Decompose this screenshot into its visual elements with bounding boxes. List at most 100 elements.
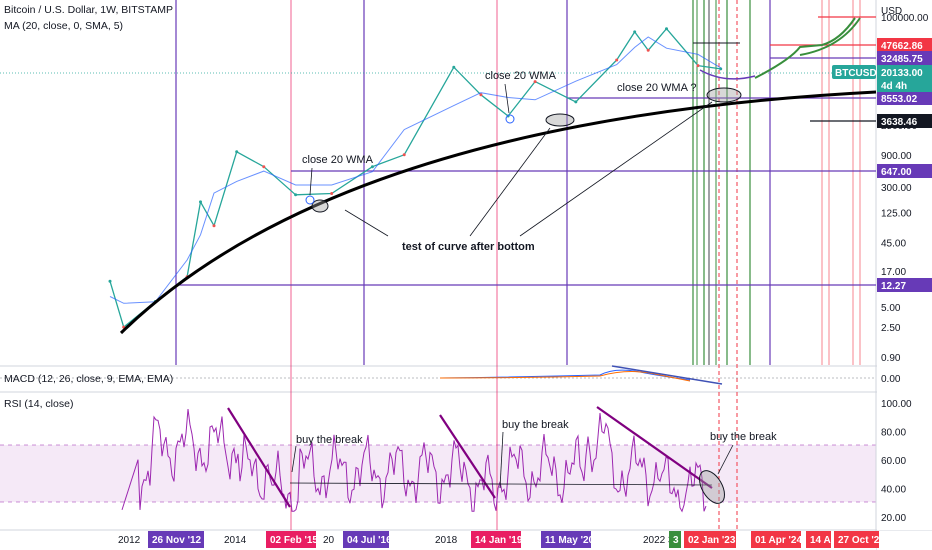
price-point [646, 48, 650, 52]
arrow-break-3 [717, 444, 734, 475]
price-point [199, 200, 202, 204]
log-growth-curve[interactable] [119, 90, 877, 335]
arrow-wma-2 [504, 83, 510, 114]
rsi-band [0, 445, 876, 502]
date-tag-bg [471, 531, 521, 548]
projection-curve-green[interactable] [754, 17, 856, 79]
macd-label[interactable]: MACD (12, 26, close, 9, EMA, EMA) [4, 373, 173, 385]
date-tag-bg [541, 531, 591, 548]
date-tag[interactable]: 14 Jan '19 [475, 535, 523, 546]
price-tick: 900.00 [881, 151, 912, 162]
level-tag-bg [877, 91, 932, 105]
price-point [235, 150, 239, 154]
year-label: 2014 [224, 535, 247, 546]
currency-label: USD [881, 6, 902, 17]
macd-trendline[interactable] [611, 365, 723, 385]
date-tag-bg [751, 531, 801, 548]
rsi-pane[interactable] [0, 393, 876, 529]
level-tag[interactable]: 8553.02 [881, 94, 918, 105]
test-ellipse-2[interactable] [545, 113, 575, 127]
date-tag[interactable]: 26 Nov '12 [152, 535, 202, 546]
test-ellipse-3[interactable] [706, 87, 742, 103]
arrow-test-1 [344, 209, 389, 237]
rsi-break-line[interactable] [289, 482, 713, 486]
price-tick: 300.00 [881, 183, 912, 194]
price-tick: 2.50 [881, 323, 901, 334]
level-tag[interactable]: 12.27 [881, 281, 906, 292]
level-tag-bg [877, 278, 932, 292]
date-tag[interactable]: 02 Jan '23 [688, 535, 736, 546]
level-tag-bg [877, 114, 932, 128]
price-point [479, 93, 483, 97]
price-tag-value: 20133.00 [881, 68, 923, 79]
price-tick: 0.90 [881, 353, 901, 364]
rsi-tick: 20.00 [881, 513, 906, 524]
level-tag[interactable]: 647.00 [881, 167, 912, 178]
level-tag[interactable]: 3638.46 [881, 117, 918, 128]
price-point [574, 100, 578, 104]
macd-signal-line [439, 371, 691, 382]
level-tag[interactable]: 32485.75 [881, 54, 923, 65]
price-point [719, 67, 723, 71]
level-tag-bg [877, 164, 932, 178]
price-point [696, 64, 700, 68]
price-pane[interactable] [0, 0, 876, 365]
time-axis[interactable] [0, 531, 876, 550]
price-tick: 45.00 [881, 239, 906, 250]
arrow-break-2 [499, 431, 504, 489]
level-tag[interactable]: 47662.86 [881, 41, 923, 52]
price-point [665, 27, 668, 31]
rsi-label[interactable]: RSI (14, close) [4, 398, 73, 410]
arrow-break-1 [291, 445, 297, 473]
date-tag[interactable]: 02 Feb '15 [270, 535, 318, 546]
price-tick: 17.00 [881, 267, 906, 278]
current-price-tag[interactable]: BTCUSD 20133.00 4d 4h [832, 65, 932, 92]
date-tag[interactable]: 3 [673, 535, 679, 546]
price-point [452, 65, 456, 69]
date-tag-bg [669, 531, 681, 548]
note-close-20-wma-2: close 20 WMA [485, 70, 557, 82]
ma-line [109, 36, 721, 304]
note-test-of-curve: test of curve after bottom [402, 241, 535, 253]
date-tag[interactable]: 14 Ap [810, 535, 837, 546]
level-tag-bg [877, 51, 932, 65]
ma-indicator-label[interactable]: MA (20, close, 0, SMA, 5) [4, 20, 123, 32]
projection-curve-purple[interactable] [699, 69, 756, 80]
arrow-wma-1 [309, 167, 313, 196]
rsi-line [121, 409, 707, 513]
price-tick: 5.00 [881, 303, 901, 314]
price-point [615, 58, 619, 62]
rsi-trendline-3[interactable] [596, 406, 713, 489]
symbol-tag-bg [832, 65, 876, 79]
test-ellipse-1[interactable] [311, 199, 329, 213]
chart-title[interactable]: Bitcoin / U.S. Dollar, 1W, BITSTAMP [4, 4, 173, 16]
date-tag[interactable]: 01 Apr '24 [755, 535, 802, 546]
price-point [294, 193, 298, 197]
wma-circle-1[interactable] [305, 195, 315, 205]
date-tag-bg [834, 531, 879, 548]
wma-circle-2[interactable] [505, 114, 515, 124]
rsi-ticks: 100.00 80.00 60.00 40.00 20.00 [881, 399, 912, 524]
macd-tick-0: 0.00 [881, 374, 901, 385]
date-tag-bg [684, 531, 736, 548]
symbol-tag: BTCUSD [835, 68, 877, 79]
date-tag[interactable]: 27 Oct '25 [838, 535, 885, 546]
year-label: 2012 [118, 535, 141, 546]
year-label: 2018 [435, 535, 458, 546]
rsi-break-ellipse[interactable] [694, 466, 729, 507]
price-tag-bg [877, 65, 932, 92]
rsi-tick: 60.00 [881, 456, 906, 467]
rsi-tick: 100.00 [881, 399, 912, 410]
date-tag[interactable]: 04 Jul '16 [347, 535, 392, 546]
macd-pane[interactable] [0, 367, 876, 391]
rsi-trendline-1[interactable] [227, 407, 291, 508]
date-tag-bg [266, 531, 316, 548]
note-buy-break-2: buy the break [502, 419, 569, 431]
projection-curve-green-2[interactable] [799, 17, 861, 56]
rsi-tick: 80.00 [881, 428, 906, 439]
date-tag[interactable]: 11 May '20 [545, 535, 595, 546]
date-tag-bg [343, 531, 389, 548]
note-buy-break-3: buy the break [710, 431, 777, 443]
